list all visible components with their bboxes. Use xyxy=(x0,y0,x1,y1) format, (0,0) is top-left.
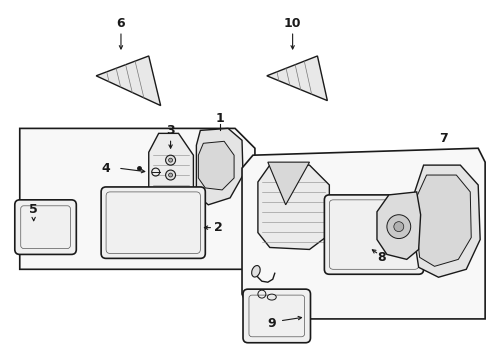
FancyBboxPatch shape xyxy=(243,289,311,343)
Polygon shape xyxy=(414,165,480,277)
Polygon shape xyxy=(20,129,255,269)
Text: 5: 5 xyxy=(29,203,38,216)
Polygon shape xyxy=(416,175,471,266)
Ellipse shape xyxy=(252,266,260,277)
Text: 1: 1 xyxy=(216,112,224,125)
Polygon shape xyxy=(242,148,485,319)
Polygon shape xyxy=(267,56,327,100)
Circle shape xyxy=(169,173,172,177)
Polygon shape xyxy=(96,56,161,105)
Polygon shape xyxy=(377,192,420,260)
Polygon shape xyxy=(258,165,329,249)
Text: 7: 7 xyxy=(439,132,448,145)
Circle shape xyxy=(387,215,411,239)
Polygon shape xyxy=(196,129,243,205)
Text: 10: 10 xyxy=(284,17,301,30)
Polygon shape xyxy=(149,133,194,215)
FancyBboxPatch shape xyxy=(324,195,424,274)
Polygon shape xyxy=(198,141,234,190)
FancyBboxPatch shape xyxy=(101,187,205,258)
Ellipse shape xyxy=(268,294,276,300)
Circle shape xyxy=(394,222,404,231)
Text: 9: 9 xyxy=(268,318,276,330)
Circle shape xyxy=(166,155,175,165)
Circle shape xyxy=(169,158,172,162)
Text: 4: 4 xyxy=(102,162,110,175)
Text: 3: 3 xyxy=(166,124,175,137)
Polygon shape xyxy=(268,162,310,205)
FancyBboxPatch shape xyxy=(15,200,76,255)
Text: 8: 8 xyxy=(378,251,386,264)
Text: 6: 6 xyxy=(117,17,125,30)
Circle shape xyxy=(166,170,175,180)
Text: 2: 2 xyxy=(214,221,222,234)
